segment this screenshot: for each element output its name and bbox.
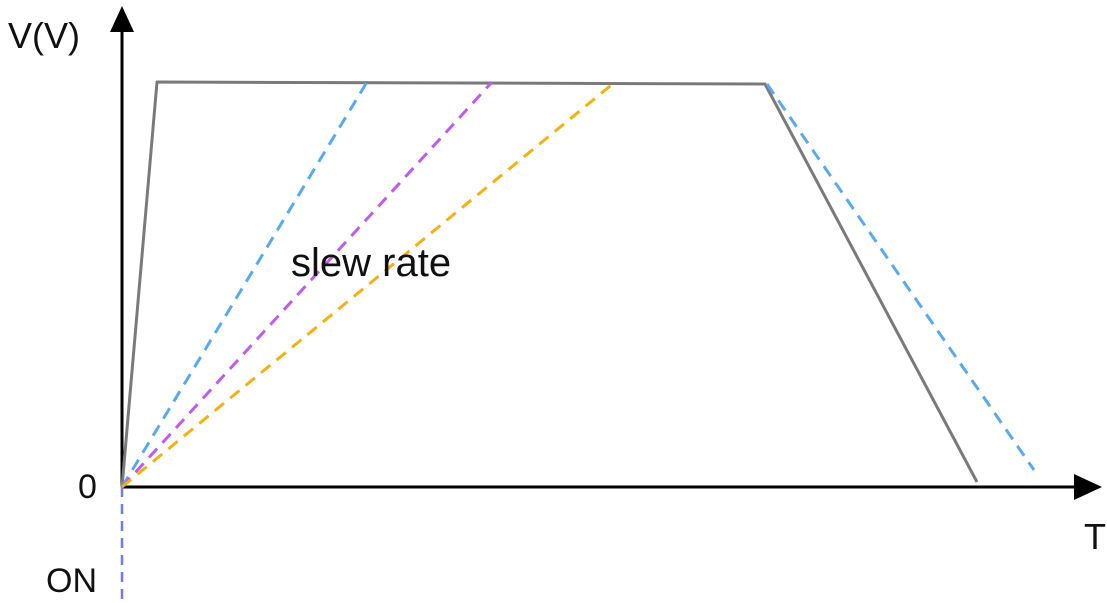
slew-line-orange: [121, 80, 616, 489]
slew-line-falling-blue: [765, 83, 1036, 471]
trigger-label: ON: [46, 562, 97, 600]
slew-rate-label: slew rate: [291, 241, 451, 285]
y-axis-label: V(V): [8, 15, 80, 56]
x-axis-arrow-icon: [1074, 474, 1102, 500]
origin-label: 0: [78, 468, 97, 506]
x-axis-label: T: [1084, 516, 1106, 557]
slew-line-purple: [120, 80, 494, 489]
voltage-profile-line: [120, 80, 979, 488]
y-axis-arrow-icon: [110, 6, 134, 32]
